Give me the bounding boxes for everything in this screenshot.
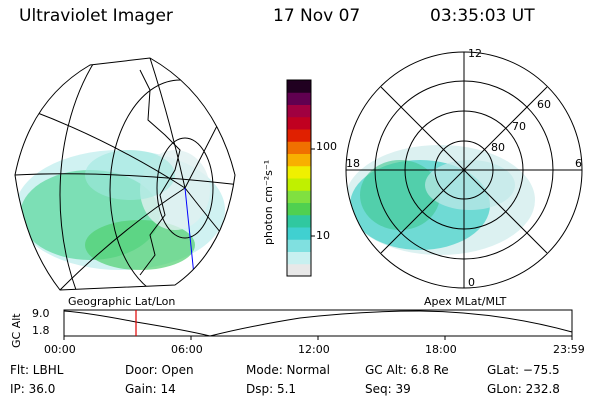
altitude-ytick-min: 1.8 xyxy=(32,324,50,337)
info-gain: Gain: 14 xyxy=(125,382,176,396)
colorbar-segment xyxy=(287,165,311,179)
colorbar xyxy=(286,79,315,277)
time-tick-0000: 00:00 xyxy=(44,343,76,356)
time-tick-1200: 12:00 xyxy=(298,343,330,356)
colorbar-segment xyxy=(287,141,311,154)
info-gc-alt: GC Alt: 6.8 Re xyxy=(365,363,449,377)
geographic-panel-label: Geographic Lat/Lon xyxy=(68,295,176,308)
colorbar-tick-10: 10 xyxy=(316,229,330,242)
colorbar-tick-100: 100 xyxy=(316,140,337,153)
instrument-title: Ultraviolet Imager xyxy=(19,6,173,26)
polar-grid xyxy=(345,51,583,289)
mlat-label-60: 60 xyxy=(537,98,551,111)
apex-panel-label: Apex MLat/MLT xyxy=(424,295,507,308)
mlat-label-70: 70 xyxy=(512,120,526,133)
mlt-label-12: 12 xyxy=(468,47,482,60)
colorbar-segment xyxy=(287,178,311,191)
info-ip: IP: 36.0 xyxy=(10,382,56,396)
colorbar-segment xyxy=(287,251,311,265)
colorbar-frame xyxy=(286,79,312,277)
altitude-ytick-max: 9.0 xyxy=(32,307,50,320)
info-seq: Seq: 39 xyxy=(365,382,411,396)
mlt-label-6: 6 xyxy=(575,157,582,170)
colorbar-segment xyxy=(287,202,311,216)
colorbar-segment xyxy=(287,116,311,130)
info-mode: Mode: Normal xyxy=(246,363,330,377)
map-border xyxy=(14,57,236,291)
info-door: Door: Open xyxy=(125,363,194,377)
coastline xyxy=(139,69,181,276)
time-ticks xyxy=(63,336,573,340)
time-tick-0600: 06:00 xyxy=(171,343,203,356)
polar-aurora-core xyxy=(360,160,440,230)
mlt-label-0: 0 xyxy=(468,276,475,289)
polar-mlt-panel xyxy=(345,51,583,289)
altitude-ylabel: GC Alt xyxy=(10,313,23,348)
colorbar-segment xyxy=(287,129,311,142)
altitude-curve xyxy=(63,310,573,337)
colorbar-segment xyxy=(287,214,311,228)
info-dsp: Dsp: 5.1 xyxy=(246,382,297,396)
colorbar-segment xyxy=(287,80,311,93)
info-flt: Flt: LBHL xyxy=(10,363,64,377)
time-tick-1800: 18:00 xyxy=(425,343,457,356)
altitude-plot xyxy=(63,309,573,340)
time-tick-2359: 23:59 xyxy=(553,343,585,356)
colorbar-segment xyxy=(287,92,311,105)
info-glat: GLat: −75.5 xyxy=(487,363,560,377)
mlat-label-80: 80 xyxy=(491,141,505,154)
latlon-grid xyxy=(15,58,235,290)
date-label: 17 Nov 07 xyxy=(273,6,361,26)
colorbar-segment xyxy=(287,263,311,277)
colorbar-segment xyxy=(287,190,311,203)
time-label: 03:35:03 UT xyxy=(430,6,535,26)
info-glon: GLon: 232.8 xyxy=(487,382,560,396)
colorbar-segment xyxy=(287,104,311,118)
colorbar-segment xyxy=(287,227,311,240)
colorbar-unit-label: photon cm⁻²s⁻¹ xyxy=(262,159,275,245)
mlt-label-18: 18 xyxy=(346,157,360,170)
colorbar-segment xyxy=(287,153,311,167)
aurora-oval-north xyxy=(85,150,175,200)
aurora-oval-south xyxy=(85,220,195,270)
colorbar-segment xyxy=(287,239,311,252)
polar-aurora-east xyxy=(425,160,515,210)
geographic-map-panel xyxy=(14,57,236,291)
